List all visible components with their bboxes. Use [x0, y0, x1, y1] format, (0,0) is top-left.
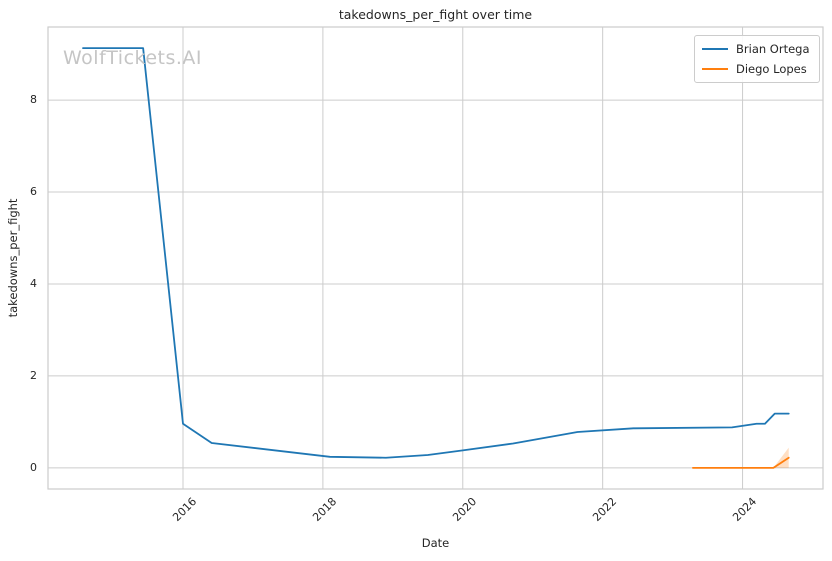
series-line-diego-lopes [692, 456, 790, 469]
y-tick-label: 8 [30, 93, 37, 107]
legend: Brian Ortega Diego Lopes [694, 35, 820, 83]
legend-label: Brian Ortega [736, 41, 810, 56]
legend-entry-brian-ortega: Brian Ortega [702, 41, 810, 56]
legend-label: Diego Lopes [736, 61, 807, 76]
legend-entry-diego-lopes: Diego Lopes [702, 61, 810, 76]
x-axis-label: Date [421, 536, 450, 550]
series-line-brian-ortega [82, 47, 790, 459]
legend-line-swatch-blue [702, 47, 728, 50]
confidence-band [773, 447, 789, 468]
y-tick-label: 0 [30, 460, 37, 474]
y-axis-label: takedowns_per_fight [6, 198, 20, 318]
plot-border [47, 26, 824, 490]
y-tick-label: 6 [30, 185, 37, 199]
y-tick-label: 4 [30, 276, 37, 290]
y-tick-label: 2 [30, 368, 37, 382]
legend-line-swatch-orange [702, 67, 728, 70]
chart-title: takedowns_per_fight over time [338, 7, 533, 22]
watermark: WolfTickets.AI [63, 47, 203, 69]
